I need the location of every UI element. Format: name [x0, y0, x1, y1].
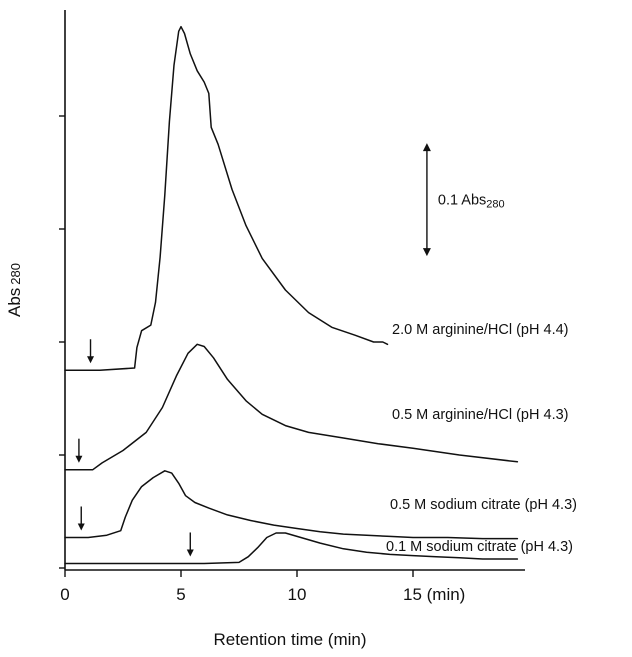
injection-arrowhead-0 — [186, 549, 194, 557]
x-tick-label-2: 10 — [288, 585, 307, 604]
series-label-3: 2.0 M arginine/HCl (pH 4.4) — [392, 322, 569, 338]
injection-arrowhead-1 — [77, 523, 85, 531]
scale-bar: 0.1 Abs280 — [422, 143, 505, 257]
traces — [64, 25, 519, 565]
y-axis-title-main: Abs — [5, 288, 24, 317]
trace-2 — [64, 343, 519, 471]
y-ticks — [59, 115, 65, 569]
scale-bar-label: 0.1 Abs280 — [438, 193, 505, 211]
injection-arrowhead-2 — [75, 455, 83, 463]
injection-arrowhead-3 — [87, 356, 95, 364]
scale-bar-arrowhead-bottom — [422, 248, 431, 257]
scale-bar-label-sub: 280 — [486, 199, 504, 211]
trace-1 — [64, 470, 519, 540]
trace-0 — [64, 532, 519, 565]
x-axis-title: Retention time (min) — [213, 630, 366, 649]
axes — [64, 10, 525, 571]
trace-3 — [64, 25, 389, 372]
injection-arrows — [75, 339, 194, 557]
scale-bar-arrowhead-top — [422, 143, 431, 152]
x-tick-label-0: 0 — [60, 585, 69, 604]
series-label-2: 0.5 M arginine/HCl (pH 4.3) — [392, 407, 569, 423]
series-label-0: 0.1 M sodium citrate (pH 4.3) — [386, 539, 573, 555]
scale-bar-label-main: 0.1 Abs — [438, 193, 486, 209]
x-tick-label-1: 5 — [176, 585, 185, 604]
series-labels: 0.1 M sodium citrate (pH 4.3) 0.5 M sodiu… — [386, 322, 577, 555]
y-axis-title: Abs 280 — [5, 263, 24, 317]
y-axis-title-sub: 280 — [8, 263, 23, 285]
series-label-1: 0.5 M sodium citrate (pH 4.3) — [390, 497, 577, 513]
x-tick-label-3: 15 (min) — [403, 585, 465, 604]
x-ticks: 0 5 10 15 (min) — [60, 570, 465, 604]
